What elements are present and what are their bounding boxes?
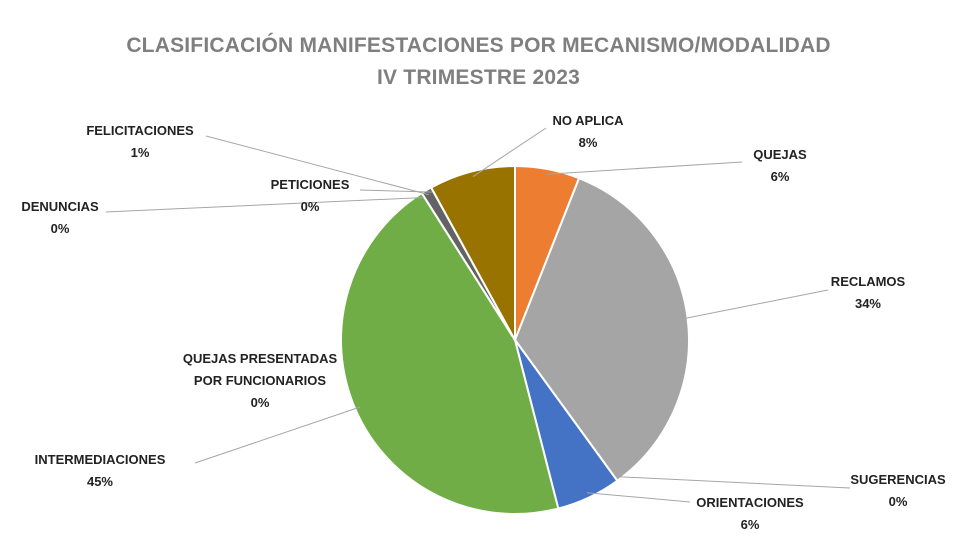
value-label: 8% <box>578 135 598 150</box>
data-label: ORIENTACIONES 6% <box>696 492 803 536</box>
leader-line <box>359 189 434 193</box>
value-label: 34% <box>854 296 882 311</box>
value-label: 1% <box>130 145 150 160</box>
leader-line <box>205 135 430 196</box>
category-label: PETICIONES <box>270 177 350 192</box>
chart-subtitle: IV TRIMESTRE 2023 <box>377 66 580 89</box>
data-label: NO APLICA 8% <box>552 110 623 154</box>
leader-line <box>614 476 851 489</box>
value-label: 0% <box>50 221 70 236</box>
category-label: INTERMEDIACIONES <box>34 452 166 467</box>
data-label: DENUNCIAS 0% <box>21 196 98 240</box>
leader-line <box>586 492 691 503</box>
value-label: 0% <box>250 395 270 410</box>
data-label: FELICITACIONES 1% <box>86 120 193 164</box>
value-label: 6% <box>770 169 790 184</box>
value-label: 6% <box>740 517 760 532</box>
leader-line <box>472 127 547 177</box>
category-label: SUGERENCIAS <box>850 472 946 487</box>
category-label: QUEJAS <box>753 147 807 162</box>
category-label: NO APLICA <box>552 113 624 128</box>
category-label: FELICITACIONES <box>86 123 194 138</box>
leader-line <box>105 196 425 213</box>
category-label: ORIENTACIONES <box>696 495 804 510</box>
data-label: QUEJAS PRESENTADAS POR FUNCIONARIOS 0% <box>180 348 340 414</box>
data-label: QUEJAS 6% <box>753 144 806 188</box>
value-label: 0% <box>888 494 908 509</box>
leader-line <box>194 406 361 464</box>
category-label: RECLAMOS <box>830 274 906 289</box>
leader-line <box>682 289 829 320</box>
data-label: PETICIONES 0% <box>271 174 350 218</box>
value-label: 45% <box>86 474 114 489</box>
data-label: INTERMEDIACIONES 45% <box>35 449 166 493</box>
category-label: QUEJAS PRESENTADAS POR FUNCIONARIOS <box>182 351 338 388</box>
leader-line <box>546 161 743 175</box>
pie-slice <box>429 164 516 341</box>
data-label: SUGERENCIAS 0% <box>850 469 945 513</box>
chart-title: CLASIFICACIÓN MANIFESTACIONES POR MECANI… <box>126 34 831 57</box>
data-label: RECLAMOS 34% <box>831 271 905 315</box>
value-label: 0% <box>300 199 320 214</box>
category-label: DENUNCIAS <box>21 199 99 214</box>
